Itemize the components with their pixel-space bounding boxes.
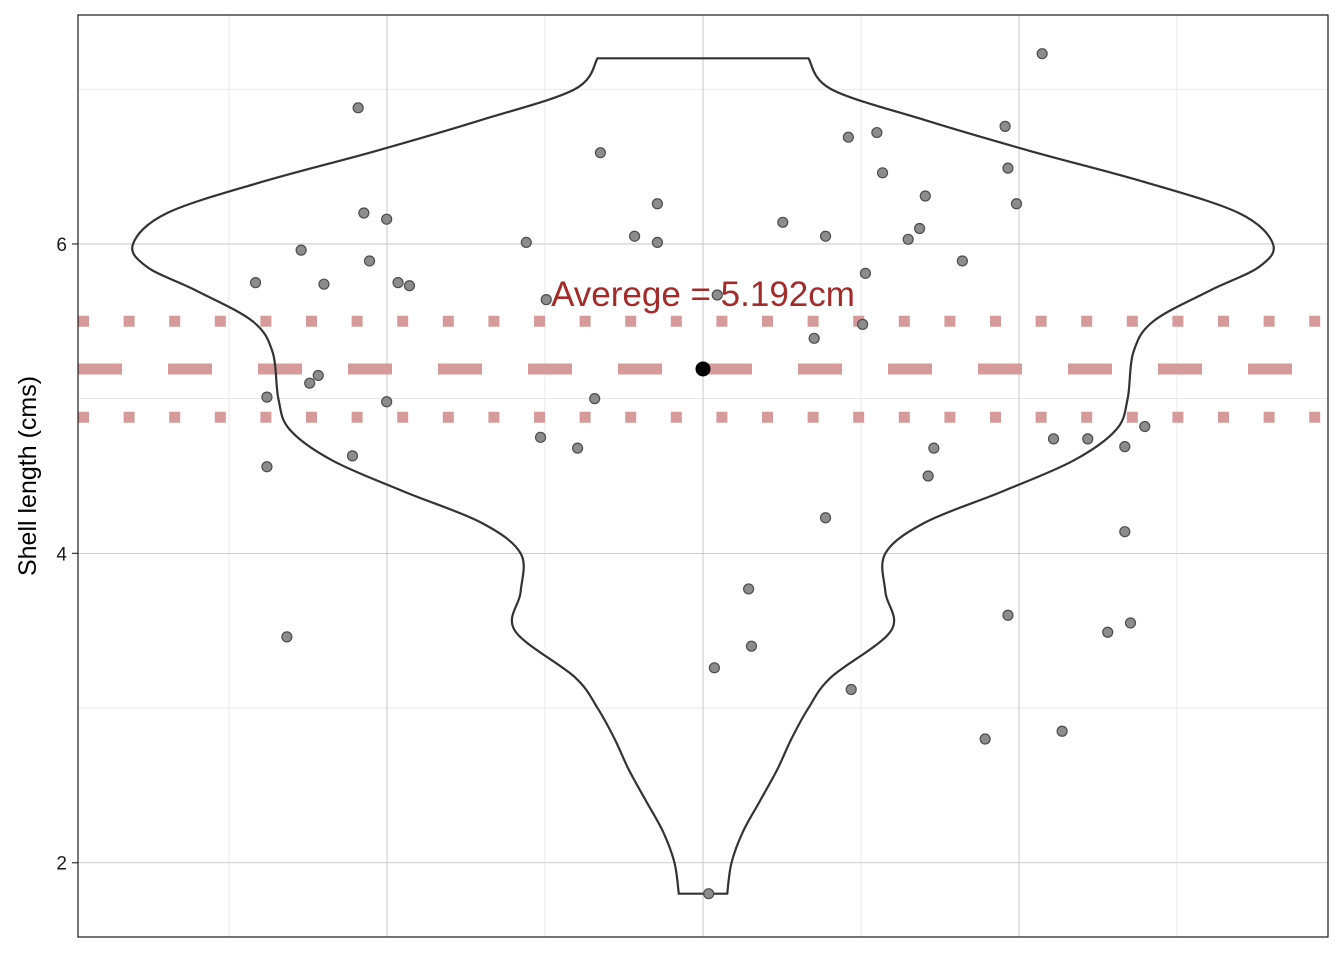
data-point-42 [919,190,931,202]
data-point-21 [594,147,607,159]
data-point-34 [845,683,857,696]
y-axis-title: Shell length (cms) [14,376,42,576]
y-tick-label: 6 [56,235,67,256]
data-point-4 [295,244,307,256]
data-point-5 [304,377,316,389]
data-point-59 [1139,420,1151,433]
data-point-53 [1056,725,1068,737]
data-point-18 [540,294,552,306]
y-tick-label: 4 [56,544,67,565]
data-point-16 [520,236,532,249]
data-point-17 [534,431,547,443]
data-point-56 [1119,526,1131,538]
data-point-32 [819,230,832,242]
data-point-45 [956,255,968,267]
data-point-43 [922,470,934,482]
mean-point [695,361,711,377]
data-point-54 [1082,433,1094,445]
data-point-1 [261,391,273,403]
data-point-14 [392,277,404,289]
data-point-52 [1047,433,1060,445]
data-point-51 [1036,48,1048,60]
jitter-points [249,48,1151,900]
data-point-11 [363,255,376,267]
data-point-37 [856,318,869,330]
data-point-19 [571,442,584,454]
data-point-9 [352,102,364,114]
data-point-8 [346,450,359,462]
data-point-35 [842,131,854,143]
data-point-23 [651,198,664,210]
data-point-7 [318,278,330,290]
data-point-22 [628,230,641,242]
data-point-46 [979,733,991,745]
violin-shape [131,57,1275,895]
data-point-20 [589,393,601,405]
data-point-36 [859,267,872,279]
data-point-0 [249,277,262,289]
data-point-38 [871,126,883,139]
data-point-28 [742,583,755,595]
data-point-50 [1010,198,1023,210]
data-point-13 [381,396,393,408]
data-point-25 [703,888,715,900]
data-point-27 [711,289,723,301]
data-point-15 [403,280,416,292]
data-point-55 [1102,626,1114,638]
data-point-44 [928,442,940,454]
data-point-31 [808,332,820,344]
data-point-26 [708,662,721,674]
data-point-24 [651,236,664,249]
data-point-10 [358,207,370,219]
plot-panel-border [77,14,1329,938]
data-point-6 [312,369,324,382]
data-point-29 [745,640,758,652]
data-point-3 [281,631,293,643]
data-point-47 [999,120,1011,132]
data-point-12 [381,213,393,225]
data-point-30 [777,216,789,228]
data-point-2 [261,461,273,473]
data-point-41 [913,222,926,235]
data-point-49 [1002,609,1014,621]
grid [78,15,1328,937]
data-point-40 [902,233,914,245]
data-point-33 [819,512,832,524]
data-point-39 [876,167,889,179]
mean-annotation: Averege = 5.192cm [551,275,855,314]
reference-lines [78,315,1328,423]
data-point-58 [1124,617,1137,629]
y-tick-label: 2 [56,854,67,875]
y-axis-ticks: 2 4 6 [56,235,78,875]
data-point-48 [1002,162,1014,174]
data-point-57 [1119,441,1131,453]
